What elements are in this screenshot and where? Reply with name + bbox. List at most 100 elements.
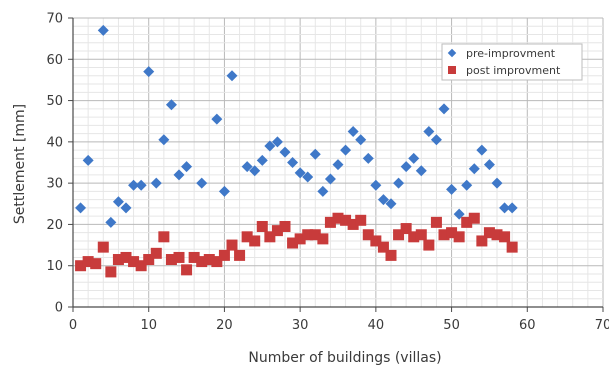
data-point-pre-improvment <box>347 126 359 138</box>
data-point-post-improvment <box>135 260 147 272</box>
data-point-pre-improvment <box>97 24 109 36</box>
data-point-pre-improvment <box>461 179 473 191</box>
data-point-pre-improvment <box>324 173 336 185</box>
data-point-post-improvment <box>165 254 177 266</box>
y-tick-label: 70 <box>46 12 63 27</box>
data-point-post-improvment <box>438 229 450 241</box>
data-point-pre-improvment <box>423 126 435 138</box>
y-tick-label: 0 <box>55 301 63 316</box>
data-point-pre-improvment <box>226 70 238 82</box>
data-point-pre-improvment <box>393 177 405 189</box>
data-point-post-improvment <box>317 233 329 245</box>
x-tick-label: 40 <box>368 318 385 333</box>
data-point-post-improvment <box>82 256 94 268</box>
data-point-post-improvment <box>128 256 140 268</box>
data-point-post-improvment <box>218 249 230 261</box>
data-point-pre-improvment <box>158 134 170 146</box>
data-point-pre-improvment <box>400 161 412 173</box>
data-point-pre-improvment <box>128 179 140 191</box>
data-point-pre-improvment <box>499 202 511 214</box>
data-point-post-improvment <box>461 216 473 228</box>
y-tick-label: 40 <box>46 135 63 150</box>
data-point-post-improvment <box>256 220 268 232</box>
data-point-post-improvment <box>400 223 412 235</box>
x-tick-label: 0 <box>69 318 77 333</box>
y-tick-label: 30 <box>46 177 63 192</box>
data-point-post-improvment <box>249 235 261 247</box>
data-point-pre-improvment <box>446 183 458 195</box>
data-point-pre-improvment <box>468 163 480 175</box>
data-point-post-improvment <box>385 249 397 261</box>
data-point-post-improvment <box>287 237 299 249</box>
data-point-pre-improvment <box>355 134 367 146</box>
data-point-post-improvment <box>347 218 359 230</box>
data-point-post-improvment <box>362 229 374 241</box>
data-point-post-improvment <box>332 212 344 224</box>
data-point-pre-improvment <box>264 140 276 152</box>
data-point-pre-improvment <box>506 202 518 214</box>
data-point-pre-improvment <box>218 185 230 197</box>
data-point-pre-improvment <box>302 171 314 183</box>
data-point-post-improvment <box>75 260 87 272</box>
data-point-pre-improvment <box>249 165 261 177</box>
data-point-pre-improvment <box>309 148 321 160</box>
data-point-post-improvment <box>506 241 518 253</box>
data-point-pre-improvment <box>332 159 344 171</box>
data-point-post-improvment <box>181 264 193 276</box>
data-point-pre-improvment <box>120 202 132 214</box>
data-point-pre-improvment <box>105 216 117 228</box>
data-point-post-improvment <box>430 216 442 228</box>
data-point-post-improvment <box>415 229 427 241</box>
x-tick-label: 30 <box>292 318 309 333</box>
data-point-post-improvment <box>309 229 321 241</box>
y-axis-title: Settlement [mm] <box>12 104 28 224</box>
legend-label-post-improvment: post improvment <box>466 64 561 77</box>
tick-labels: 0 10 20 30 40 50 60 70 0 10 20 30 40 50 60 70 <box>46 12 609 334</box>
data-point-post-improvment <box>143 254 155 266</box>
data-point-pre-improvment <box>112 196 124 208</box>
data-point-post-improvment <box>483 227 495 239</box>
data-point-pre-improvment <box>483 159 495 171</box>
data-point-post-improvment <box>499 231 511 243</box>
data-point-post-improvment <box>370 235 382 247</box>
y-tick-label: 10 <box>46 259 63 274</box>
data-point-post-improvment <box>279 220 291 232</box>
x-tick-label: 10 <box>140 318 157 333</box>
data-point-pre-improvment <box>370 179 382 191</box>
data-point-pre-improvment <box>287 157 299 168</box>
data-point-post-improvment <box>453 231 465 243</box>
data-point-pre-improvment <box>271 136 283 148</box>
data-point-pre-improvment <box>211 113 223 125</box>
data-point-pre-improvment <box>294 167 306 179</box>
data-point-pre-improvment <box>135 179 147 191</box>
data-point-post-improvment <box>158 231 170 243</box>
data-point-pre-improvment <box>491 177 503 189</box>
data-point-pre-improvment <box>438 103 450 115</box>
data-point-post-improvment <box>234 249 246 261</box>
data-point-pre-improvment <box>377 194 389 206</box>
data-point-pre-improvment <box>408 152 420 164</box>
data-point-post-improvment <box>468 212 480 224</box>
data-point-post-improvment <box>173 251 185 263</box>
data-point-post-improvment <box>446 227 458 239</box>
data-point-post-improvment <box>377 241 389 253</box>
data-point-post-improvment <box>90 258 102 270</box>
data-point-pre-improvment <box>415 165 427 177</box>
data-point-post-improvment <box>324 216 336 228</box>
x-axis-title: Number of buildings (villas) <box>248 350 441 366</box>
y-tick-label: 20 <box>46 218 63 233</box>
data-point-pre-improvment <box>181 161 193 173</box>
y-tick-label: 60 <box>46 53 63 68</box>
data-point-post-improvment <box>340 214 352 226</box>
data-point-post-improvment <box>271 225 283 237</box>
data-point-pre-improvment <box>173 169 185 181</box>
data-point-post-improvment <box>105 266 117 278</box>
series-post-improvment <box>75 212 518 278</box>
data-point-post-improvment <box>211 256 223 268</box>
x-tick-label: 70 <box>595 318 609 333</box>
axes <box>68 17 604 312</box>
data-point-post-improvment <box>241 231 253 243</box>
data-point-pre-improvment <box>279 146 291 158</box>
legend-box <box>441 43 583 81</box>
